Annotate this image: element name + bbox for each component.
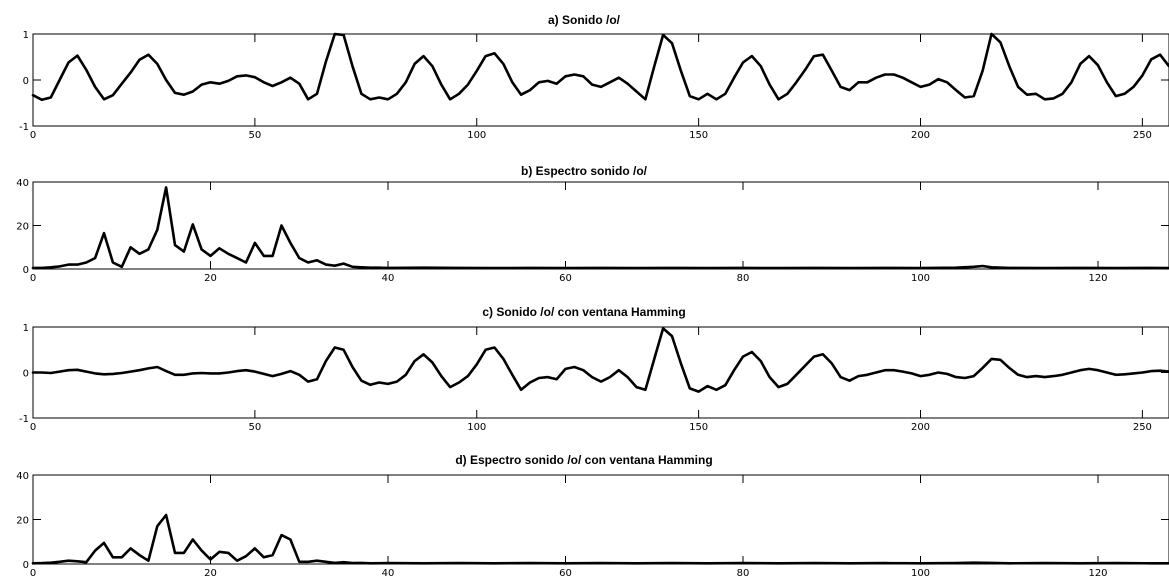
x-tick-label: 120 — [1088, 273, 1107, 284]
panel-d-spectrum-line — [31, 513, 1169, 565]
y-tick-label: 0 — [23, 369, 29, 380]
y-tick-label: 20 — [16, 222, 29, 233]
x-tick-label: 0 — [30, 273, 36, 284]
x-tick-label: 100 — [467, 130, 486, 141]
x-tick-label: 100 — [911, 568, 930, 579]
panel-d-title: d) Espectro sonido /o/ con ventana Hammi… — [455, 453, 712, 467]
y-tick-label: 40 — [16, 178, 29, 189]
x-tick-label: 40 — [382, 568, 395, 579]
y-tick-label: 0 — [23, 265, 29, 276]
x-tick-label: 60 — [559, 273, 572, 284]
x-tick-label: 40 — [382, 273, 395, 284]
x-tick-label: 150 — [689, 422, 708, 433]
panel-d-frame — [32, 474, 1169, 565]
x-tick-label: 50 — [249, 130, 262, 141]
x-tick-label: 20 — [204, 273, 217, 284]
x-tick-label: 150 — [689, 130, 708, 141]
x-tick-label: 100 — [911, 273, 930, 284]
x-tick-label: 200 — [911, 130, 930, 141]
x-tick-label: 0 — [30, 130, 36, 141]
panel-c-title: c) Sonido /o/ con ventana Hamming — [482, 305, 685, 319]
y-tick-label: -1 — [19, 414, 29, 425]
x-tick-label: 200 — [911, 422, 930, 433]
panel-c-waveform-line — [31, 327, 1169, 393]
x-tick-label: 0 — [30, 568, 36, 579]
x-tick-label: 250 — [1133, 130, 1152, 141]
x-tick-label: 250 — [1133, 422, 1152, 433]
y-tick-label: 40 — [16, 471, 29, 482]
y-tick-label: -1 — [19, 122, 29, 133]
panel-c-frame — [32, 326, 1169, 419]
x-tick-label: 120 — [1088, 568, 1107, 579]
y-tick-label: 0 — [23, 560, 29, 571]
y-tick-label: 0 — [23, 76, 29, 87]
panel-a-frame — [32, 33, 1169, 127]
x-tick-label: 20 — [204, 568, 217, 579]
x-tick-label: 50 — [249, 422, 262, 433]
panel-c-sonido-hamming: c) Sonido /o/ con ventana Hamming 0 50 100… — [19, 305, 1169, 433]
x-tick-label: 60 — [559, 568, 572, 579]
y-tick-label: 20 — [16, 516, 29, 527]
x-tick-label: 0 — [30, 422, 36, 433]
y-tick-label: 1 — [23, 30, 29, 41]
panel-a-title: a) Sonido /o/ — [548, 13, 621, 27]
y-tick-label: 1 — [23, 323, 29, 334]
x-tick-label: 80 — [737, 273, 750, 284]
panel-b-frame — [32, 181, 1169, 270]
panel-a-waveform-line — [31, 32, 1169, 102]
x-tick-label: 80 — [737, 568, 750, 579]
panel-b-title: b) Espectro sonido /o/ — [521, 164, 648, 178]
panel-d-espectro-hamming: d) Espectro sonido /o/ con ventana Hammi… — [16, 453, 1169, 579]
x-tick-label: 100 — [467, 422, 486, 433]
panel-b-espectro: b) Espectro sonido /o/ 0 20 40 60 80 100 120 40… — [16, 164, 1169, 284]
panel-b-spectrum-line — [31, 186, 1169, 270]
